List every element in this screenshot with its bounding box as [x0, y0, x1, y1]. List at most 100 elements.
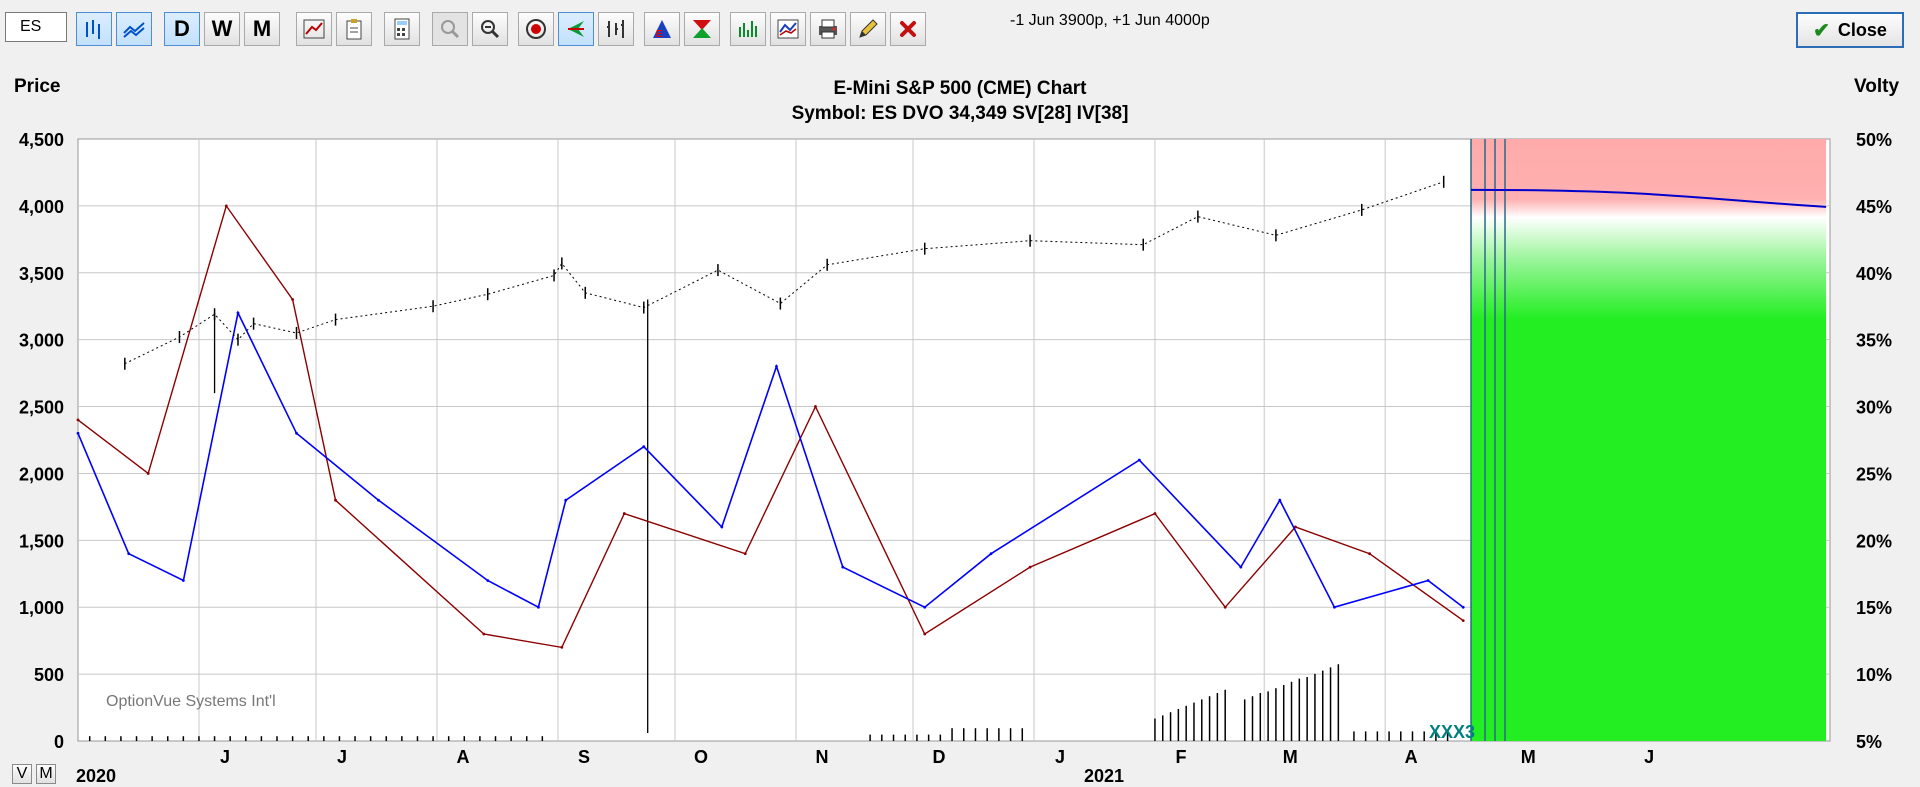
implied-volatility-line-point — [923, 605, 927, 609]
drawing-tool-icon[interactable] — [558, 12, 594, 46]
x-tick-label: D — [933, 747, 946, 767]
implied-volatility-line-point — [127, 552, 131, 556]
price-volatility-chart[interactable]: 4,500 50% 4,000 45% 3,500 40% 3,000 35% 2,500 30%… — [0, 58, 1920, 787]
symbol-input[interactable]: ES — [5, 12, 67, 42]
y-tick-label-left: 500 — [34, 665, 64, 685]
x-tick-label: F — [1175, 747, 1186, 767]
year-label: 2020 — [76, 766, 116, 786]
y-tick-label-left: 2,500 — [19, 398, 64, 418]
statistical-volatility-line-point — [622, 512, 626, 515]
candlestick-chart-icon[interactable] — [76, 12, 112, 46]
close-label: Close — [1837, 19, 1887, 40]
statistical-volatility-line-point — [1153, 512, 1157, 515]
indicator-chart-icon[interactable] — [770, 12, 806, 46]
x-tick-label: J — [1644, 747, 1654, 767]
y-tick-label-right: 20% — [1856, 531, 1892, 551]
statistical-volatility-line-point — [291, 298, 295, 301]
implied-volatility-line-point — [486, 579, 490, 582]
chart-settings-icon[interactable] — [296, 12, 332, 46]
y-tick-label-right: 45% — [1856, 197, 1892, 217]
expected-move-icon[interactable]: E — [644, 12, 680, 46]
zoom-out-icon[interactable] — [472, 12, 508, 46]
x-tick-label: J — [220, 747, 230, 767]
monthly-button[interactable]: M — [244, 12, 280, 46]
chart-subtitle: Symbol: ES DVO 34,349 SV[28] IV[38] — [792, 103, 1129, 124]
implied-volatility-line-point — [1239, 565, 1243, 569]
print-icon[interactable] — [810, 12, 846, 46]
position-summary: -1 Jun 3900p, +1 Jun 4000p — [1010, 12, 1210, 29]
x-tick-label: S — [578, 747, 590, 767]
implied-volatility-line-point — [564, 498, 568, 502]
y-tick-label-right: 30% — [1856, 398, 1892, 418]
calculator-icon[interactable] — [384, 12, 420, 46]
statistical-volatility-line-point — [1028, 565, 1032, 569]
close-button[interactable]: ✔ Close — [1796, 12, 1904, 48]
x-tick-label: M — [1521, 747, 1536, 767]
zoom-in-icon[interactable] — [432, 12, 468, 46]
year-label: 2021 — [1084, 766, 1124, 786]
implied-volatility-line-point — [642, 445, 646, 449]
statistical-volatility-line-point — [146, 472, 150, 475]
statistical-volatility-line-point — [923, 632, 927, 636]
implied-volatility-line-point — [181, 579, 185, 582]
implied-volatility-line-point — [1278, 498, 1282, 502]
delete-icon[interactable] — [890, 12, 926, 46]
y-tick-label-left: 4,500 — [19, 130, 64, 150]
implied-volatility-line-point — [1333, 605, 1336, 609]
weekly-button[interactable]: W — [204, 12, 240, 46]
view-m-button[interactable]: M — [36, 764, 56, 784]
implied-volatility-line-point — [1461, 605, 1465, 609]
y-tick-label-left: 1,500 — [19, 531, 64, 551]
statistical-volatility-line-point — [1223, 605, 1227, 609]
implied-volatility-line-point — [1137, 458, 1141, 462]
left-axis-label: Price — [14, 76, 60, 97]
x-tick-label: O — [694, 747, 708, 767]
clipboard-icon[interactable] — [336, 12, 372, 46]
x-tick-label: J — [1055, 747, 1065, 767]
line-chart-icon[interactable] — [116, 12, 152, 46]
x-tick-label: A — [1405, 747, 1418, 767]
implied-volatility-line-point — [989, 552, 993, 556]
implied-volatility-line-point — [295, 431, 298, 435]
x-tick-label: J — [337, 747, 347, 767]
y-tick-label-left: 3,000 — [19, 331, 64, 351]
statistical-volatility-line-point — [814, 405, 817, 408]
chart-title: E-Mini S&P 500 (CME) Chart — [833, 78, 1087, 99]
y-tick-label-left: 3,500 — [19, 264, 64, 284]
right-axis-label: Volty — [1854, 76, 1899, 97]
y-tick-label-right: 15% — [1856, 598, 1892, 618]
y-tick-label-left: 0 — [54, 732, 64, 752]
x-tick-label: N — [815, 747, 828, 767]
statistical-volatility-line-point — [76, 418, 80, 422]
risk-projection-area — [1471, 139, 1827, 741]
statistical-volatility-line-point — [482, 632, 486, 636]
implied-volatility-line-point — [841, 565, 845, 569]
x-tick-label: M — [1283, 747, 1298, 767]
statistical-volatility-line-point — [1368, 552, 1371, 556]
bar-chart-icon[interactable] — [598, 12, 634, 46]
position-marker-label: XXX3 — [1429, 722, 1475, 742]
y-tick-label-left: 4,000 — [19, 197, 64, 217]
chart-area: 4,500 50% 4,000 45% 3,500 40% 3,000 35% 2,500 30%… — [0, 58, 1920, 787]
view-v-button[interactable]: V — [12, 764, 32, 784]
y-tick-label-right: 5% — [1856, 732, 1882, 752]
y-tick-label-right: 25% — [1856, 464, 1892, 484]
pencil-icon[interactable] — [850, 12, 886, 46]
target-icon[interactable] — [518, 12, 554, 46]
y-tick-label-left: 2,000 — [19, 464, 64, 484]
implied-volatility-line-point — [377, 498, 380, 502]
probability-icon[interactable] — [684, 12, 720, 46]
volume-chart-icon[interactable] — [730, 12, 766, 46]
y-tick-label-right: 10% — [1856, 665, 1892, 685]
statistical-volatility-line-point — [334, 498, 337, 502]
y-tick-label-left: 1,000 — [19, 598, 64, 618]
statistical-volatility-line-point — [1461, 619, 1465, 622]
checkmark-icon: ✔ — [1813, 19, 1830, 42]
implied-volatility-line-point — [76, 431, 80, 435]
svg-text:E: E — [656, 29, 663, 40]
x-tick-label: A — [456, 747, 469, 767]
projection-curve — [1471, 188, 1827, 208]
y-tick-label-right: 40% — [1856, 264, 1892, 284]
daily-button[interactable]: D — [164, 12, 200, 46]
statistical-volatility-line-point — [560, 645, 564, 649]
